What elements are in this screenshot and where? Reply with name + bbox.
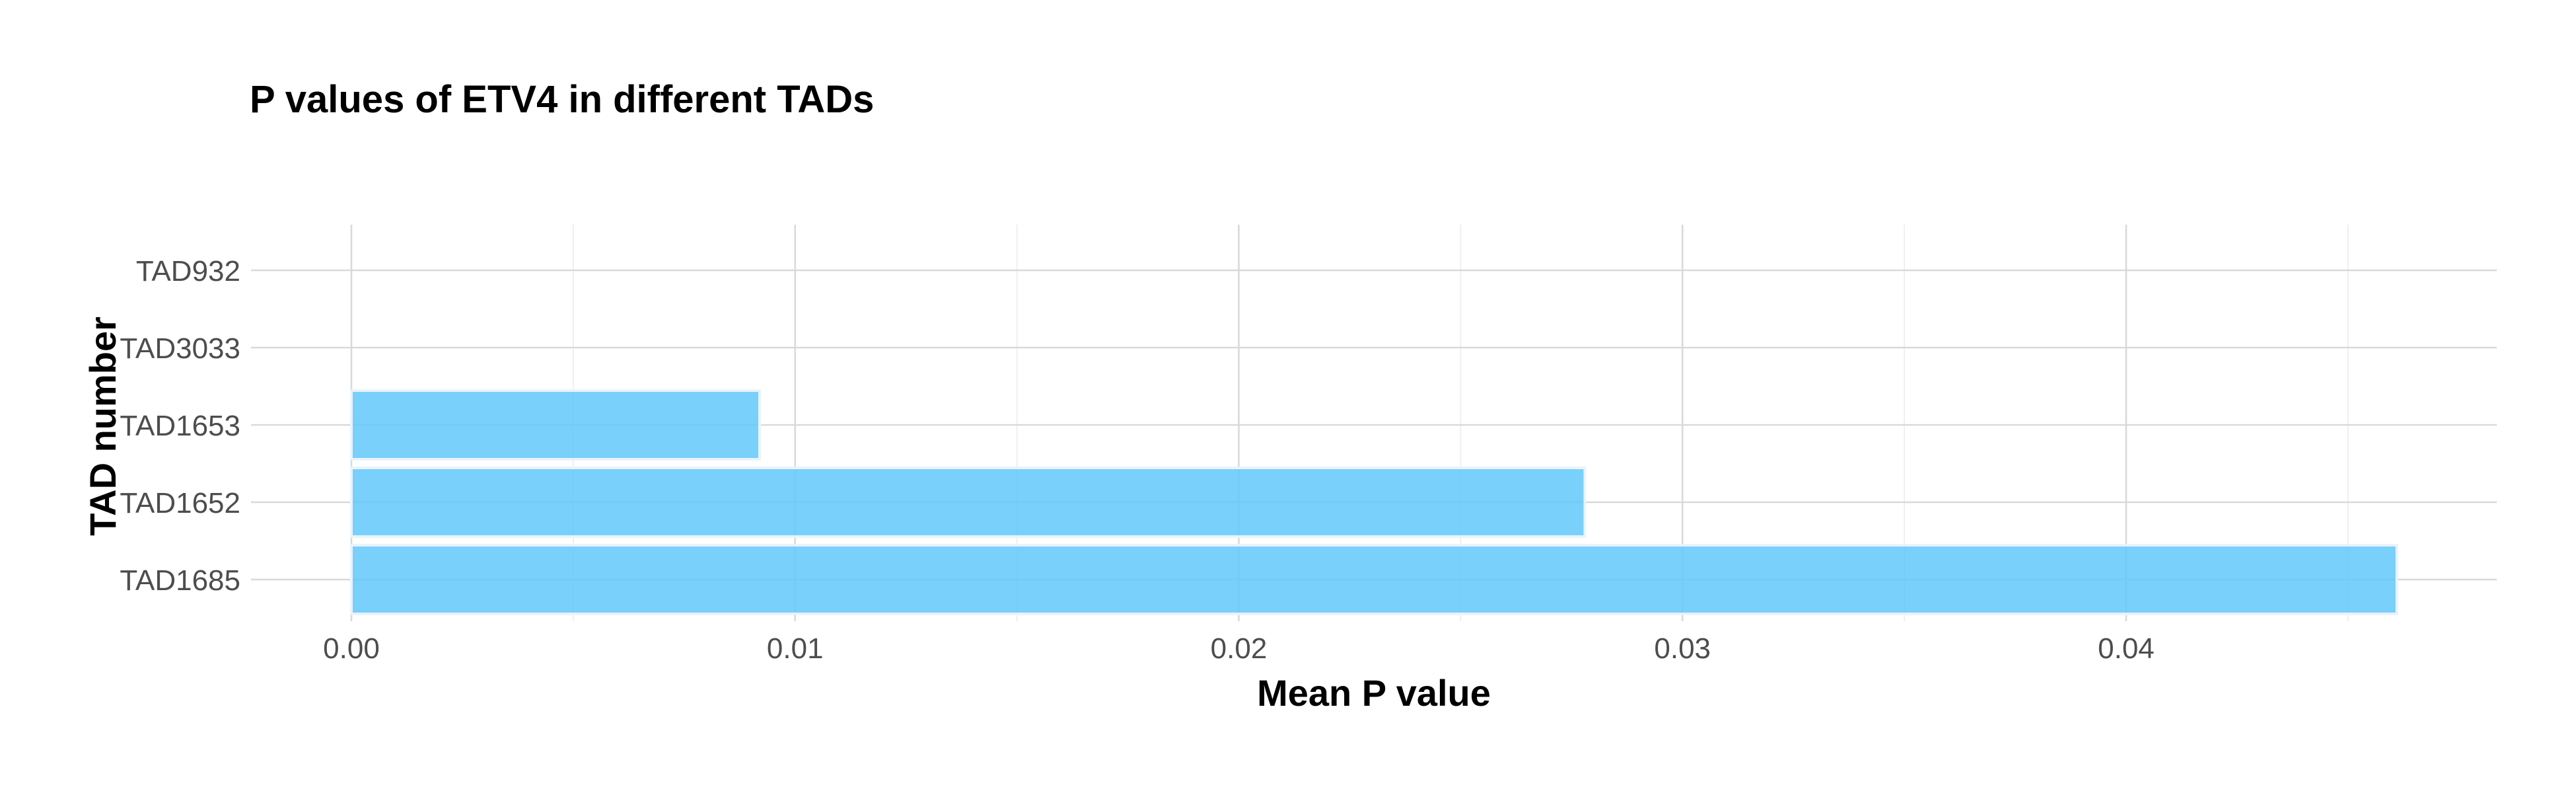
y-tick-label: TAD1653 xyxy=(120,410,240,442)
y-tick-label: TAD3033 xyxy=(120,332,240,365)
bar-TAD1685 xyxy=(350,544,2398,615)
bar-TAD1653 xyxy=(350,389,761,461)
x-tick-label: 0.02 xyxy=(1211,632,1268,665)
bars xyxy=(350,389,2398,615)
y-tick-label: TAD1652 xyxy=(120,487,240,519)
y-tick-labels: TAD1685 TAD1652 TAD1653 TAD3033 TAD932 xyxy=(120,255,240,597)
y-tick-label: TAD932 xyxy=(136,255,240,287)
x-tick-label: 0.01 xyxy=(767,632,824,665)
x-tick-label: 0.00 xyxy=(323,632,380,665)
y-tick-label: TAD1685 xyxy=(120,564,240,597)
x-axis-title: Mean P value xyxy=(1257,672,1491,714)
x-tick-label: 0.04 xyxy=(2098,632,2155,665)
y-axis-title: TAD number xyxy=(82,317,124,536)
x-tick-labels: 0.00 0.01 0.02 0.03 0.04 xyxy=(323,632,2155,665)
chart-title: P values of ETV4 in different TADs xyxy=(250,78,874,121)
x-tick-label: 0.03 xyxy=(1654,632,1711,665)
bar-TAD1652 xyxy=(350,467,1587,538)
